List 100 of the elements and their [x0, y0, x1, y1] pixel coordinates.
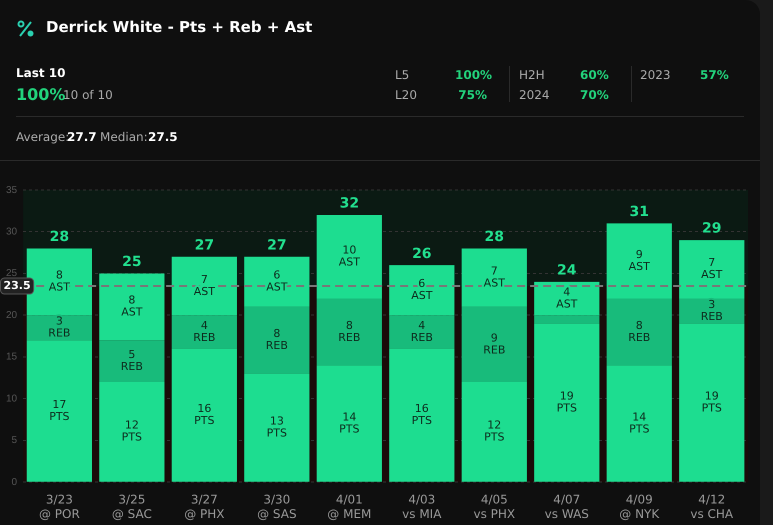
x-tick-label: 4/03 vs MIA [402, 492, 442, 521]
data-label: 5 [128, 348, 136, 362]
text: REB [266, 339, 288, 352]
data-label: 3 [56, 314, 63, 328]
data-label: 8 [346, 318, 353, 332]
bar [99, 382, 164, 482]
data-label: 4 [418, 318, 426, 332]
x-tick-label: 3/27 @ PHX [184, 492, 224, 521]
y-tick-label: 15 [6, 352, 18, 363]
text: 60% [580, 68, 609, 82]
total-label: 32 [340, 196, 360, 212]
text: REB [193, 330, 216, 344]
data-label: 19 [704, 390, 719, 402]
total-label: 27 [194, 237, 214, 254]
text: PTS [49, 410, 70, 423]
data-label: 3 [708, 298, 716, 311]
bar [679, 324, 744, 482]
data-label: 13 [270, 414, 284, 428]
data-label: 8 [636, 318, 643, 332]
text: REB [410, 330, 433, 344]
text: AST [701, 268, 722, 282]
text: L20 [395, 88, 417, 102]
data-label: 19 [560, 390, 574, 402]
text: REB [120, 360, 143, 374]
data-label: 6 [273, 268, 280, 282]
text: L5 [395, 68, 410, 82]
data-label: 4 [200, 318, 208, 332]
data-label: 14 [342, 410, 356, 424]
text: H2H [519, 68, 545, 82]
series-label: AST [556, 297, 578, 310]
text: PTS [412, 414, 432, 428]
ref-line-label: 23.5 [4, 278, 31, 292]
text: 2023 [640, 68, 671, 82]
text: 75% [457, 88, 487, 102]
data-label: 16 [197, 402, 212, 416]
bar [462, 382, 527, 482]
bar [606, 223, 672, 299]
bar [606, 298, 672, 366]
data-label: 7 [490, 264, 498, 278]
total-label: 28 [484, 229, 504, 246]
x-tick-label: 3/30 @ SAS [257, 492, 297, 521]
bar [26, 340, 92, 482]
data-label: 7 [200, 272, 208, 286]
bar [99, 273, 164, 340]
bar [534, 315, 600, 324]
text: 27.7 [67, 130, 97, 144]
data-label: 10 [342, 244, 356, 257]
bar [534, 324, 600, 482]
text: Median: [100, 130, 148, 144]
text: PTS [484, 430, 504, 444]
y-tick-label: 30 [6, 226, 18, 238]
total-label: 31 [630, 204, 650, 220]
bar [244, 306, 310, 374]
data-label: 8 [273, 327, 280, 340]
text: REB [628, 330, 650, 344]
x-tick-label: 4/01 @ MEM [327, 492, 372, 521]
x-tick-label: 4/09 @ NYK [619, 492, 660, 521]
series-label: REB [700, 310, 723, 323]
text: PTS [339, 422, 360, 436]
text: PTS [629, 422, 650, 436]
data-label: 12 [487, 418, 502, 432]
data-label: 8 [56, 268, 63, 282]
text: 27.5 [148, 130, 178, 144]
bar [462, 248, 527, 307]
text: AST [484, 276, 505, 290]
total-label: 25 [122, 254, 142, 270]
text: Last 10 [16, 66, 66, 80]
bar [316, 215, 382, 299]
bar [389, 348, 454, 482]
text: PTS [266, 426, 287, 440]
chart-title: Derrick White - Pts + Reb + Ast [46, 18, 312, 36]
text: AST [194, 284, 215, 298]
text: 70% [580, 88, 609, 102]
total-label: 26 [412, 246, 432, 262]
data-label: 4 [563, 285, 570, 298]
bar [316, 298, 382, 366]
text: 100% [455, 68, 492, 82]
y-tick-label: 35 [6, 184, 18, 196]
text: REB [483, 343, 506, 356]
y-tick-label: 0 [12, 476, 18, 488]
text: 57% [700, 68, 729, 82]
bar [244, 374, 310, 482]
data-label: 6 [418, 277, 426, 290]
x-tick-label: 3/23 @ POR [38, 492, 80, 521]
text: AST [266, 280, 288, 294]
bar [606, 365, 672, 482]
text: PTS [122, 430, 142, 444]
y-tick-label: 10 [6, 393, 18, 404]
data-label: 17 [52, 398, 66, 411]
x-tick-label: 4/05 vs PHX [473, 492, 516, 521]
x-tick-label: 3/25 @ SAC [112, 492, 152, 521]
data-label: 12 [124, 418, 139, 432]
data-label: 9 [636, 248, 643, 261]
data-label: 9 [490, 331, 498, 344]
total-label: 29 [702, 220, 722, 237]
y-tick-label: 25 [6, 268, 18, 280]
text: AST [338, 256, 360, 269]
text: PTS [194, 414, 215, 428]
total-label: 27 [267, 237, 287, 254]
bar [172, 348, 237, 482]
